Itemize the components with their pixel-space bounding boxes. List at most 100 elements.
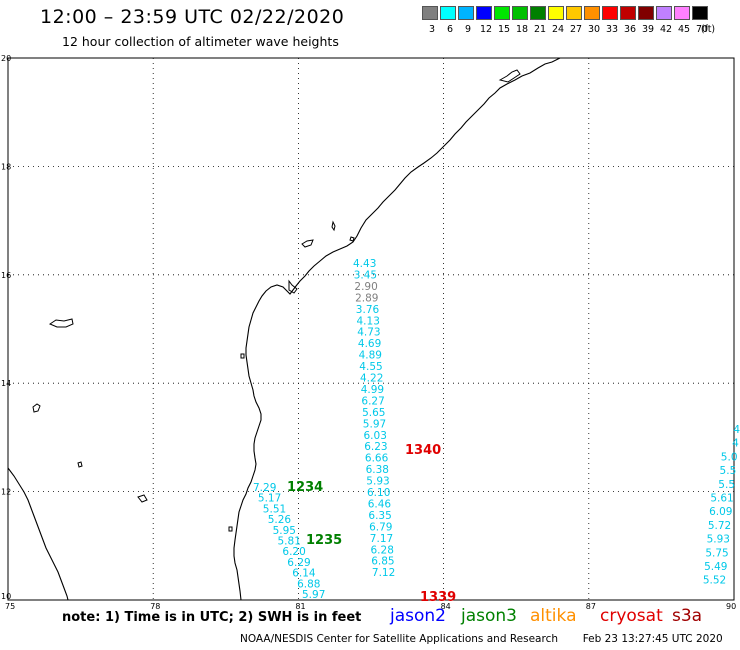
coastline-delta <box>288 279 298 294</box>
colorbar-swatch <box>692 6 708 20</box>
wave-height-value: 7.12 <box>372 567 395 579</box>
wave-height-value: 5.5 <box>718 479 735 491</box>
track-c-values: 445.05.55.55.616.095.725.935.755.495.52 <box>703 424 740 587</box>
longitude-tick-label: 81 <box>295 602 305 611</box>
legend-jason2: jason2 <box>390 606 446 626</box>
colorbar-swatch <box>674 6 690 20</box>
colorbar-label: 45 <box>677 24 691 35</box>
colorbar-label: 42 <box>659 24 673 35</box>
wave-height-value: 5.17 <box>258 493 281 505</box>
legend-s3a: s3a <box>672 606 703 626</box>
inland-lake-5 <box>240 353 245 359</box>
track-a-values: 4.433.452.902.893.764.134.734.694.894.55… <box>353 258 395 579</box>
wave-height-value: 4 <box>732 438 739 450</box>
latitude-tick-label: 14 <box>1 379 11 388</box>
footer-credit: NOAA/NESDIS Center for Satellite Applica… <box>240 633 723 645</box>
wave-height-value: 2.89 <box>355 292 378 304</box>
wave-height-value: 4.55 <box>359 361 382 373</box>
colorbar-label: 33 <box>605 24 619 35</box>
wave-height-value: 5.26 <box>268 514 292 526</box>
wave-height-value: 6.85 <box>371 556 394 568</box>
colorbar-swatch <box>476 6 492 20</box>
colorbar-swatch <box>620 6 636 20</box>
colorbar-label: 27 <box>569 24 583 35</box>
colorbar-label: 39 <box>641 24 655 35</box>
longitude-tick-label: 75 <box>5 602 15 611</box>
grid-lines <box>8 58 734 600</box>
wave-height-value: 5.65 <box>362 407 385 419</box>
wave-height-value: 6.38 <box>366 464 389 476</box>
colorbar-swatch <box>656 6 672 20</box>
colorbar-unit: (ft) <box>700 24 716 35</box>
units-note: note: 1) Time is in UTC; 2) SWH is in fe… <box>62 610 362 625</box>
coastline-island-2 <box>301 239 314 248</box>
latitude-tick-label: 10 <box>1 592 11 601</box>
colorbar-label: 12 <box>479 24 493 35</box>
wave-height-value: 6.35 <box>368 510 391 522</box>
colorbar-swatch <box>530 6 546 20</box>
coastline-west-india <box>7 467 69 601</box>
wave-height-value: 6.79 <box>369 521 392 533</box>
wave-height-value: 4.99 <box>361 384 384 396</box>
legend-cryosat: cryosat <box>600 606 663 626</box>
wave-height-value: 4.13 <box>357 315 380 327</box>
longitude-tick-label: 87 <box>586 602 596 611</box>
colorbar-label: 3 <box>428 24 436 35</box>
wave-height-value: 4.43 <box>353 258 376 270</box>
wave-height-value: 4.22 <box>360 373 383 385</box>
colorbar-swatch <box>422 6 438 20</box>
wave-height-value: 6.66 <box>365 453 389 465</box>
colorbar-label: 36 <box>623 24 637 35</box>
wave-height-value: 6.20 <box>282 546 305 558</box>
inland-lake-2 <box>32 403 41 413</box>
latitude-tick-label: 16 <box>1 271 11 280</box>
wave-height-value: 6.29 <box>287 557 310 569</box>
wave-height-value: 5.97 <box>363 418 386 430</box>
colorbar-label: 9 <box>464 24 472 35</box>
longitude-labels: 75 78 81 84 87 90 <box>5 602 736 611</box>
colorbar-swatch <box>602 6 618 20</box>
longitude-tick-label: 90 <box>726 602 736 611</box>
wave-height-value: 5.75 <box>705 547 728 559</box>
pass-time-1339: 1339 <box>420 590 456 605</box>
coastline-northeast-detail <box>498 69 521 83</box>
colorbar-label: 70 <box>695 24 709 35</box>
wave-height-value: 5.52 <box>703 575 726 587</box>
coastline-east-india <box>233 57 561 601</box>
wave-height-value: 6.46 <box>368 498 392 510</box>
colorbar-label: 18 <box>515 24 529 35</box>
colorbar-label: 21 <box>533 24 547 35</box>
wave-height-value: 5.93 <box>707 534 730 546</box>
wave-height-value: 3.45 <box>354 269 377 281</box>
longitude-tick-label: 78 <box>150 602 160 611</box>
plot-frame <box>7 57 735 601</box>
wave-height-value: 4 <box>733 424 740 436</box>
wave-height-value: 6.09 <box>709 506 732 518</box>
longitude-tick-label: 84 <box>441 602 451 611</box>
wave-height-value: 4.69 <box>358 338 381 350</box>
pass-time-1234: 1234 <box>287 480 323 495</box>
colorbar-swatch <box>566 6 582 20</box>
footer-organization: NOAA/NESDIS Center for Satellite Applica… <box>240 633 558 645</box>
map-title: 12:00 – 23:59 UTC 02/22/2020 <box>40 6 345 28</box>
colorbar-swatch <box>494 6 510 20</box>
coastline-tiny-dot <box>349 236 355 242</box>
track-b-values: 7.295.175.515.265.955.816.206.296.146.88… <box>253 482 325 601</box>
wave-height-value: 4.73 <box>357 327 380 339</box>
latitude-tick-label: 12 <box>1 488 11 497</box>
map-subtitle: 12 hour collection of altimeter wave hei… <box>62 34 339 49</box>
wave-height-value: 5.95 <box>273 525 296 537</box>
wave-height-value: 5.93 <box>366 476 389 488</box>
wave-height-value: 6.28 <box>371 544 394 556</box>
pass-time-1235: 1235 <box>306 533 342 548</box>
colorbar-label: 30 <box>587 24 601 35</box>
wave-height-value: 6.10 <box>367 487 390 499</box>
latitude-tick-label: 18 <box>1 162 11 171</box>
wave-height-value: 6.14 <box>292 568 316 580</box>
wave-height-value: 6.03 <box>364 430 387 442</box>
colorbar-swatch <box>440 6 456 20</box>
colorbar-swatch <box>548 6 564 20</box>
inland-lake-4 <box>77 461 83 468</box>
coastline-island-1 <box>331 220 336 232</box>
colorbar-swatch <box>512 6 528 20</box>
